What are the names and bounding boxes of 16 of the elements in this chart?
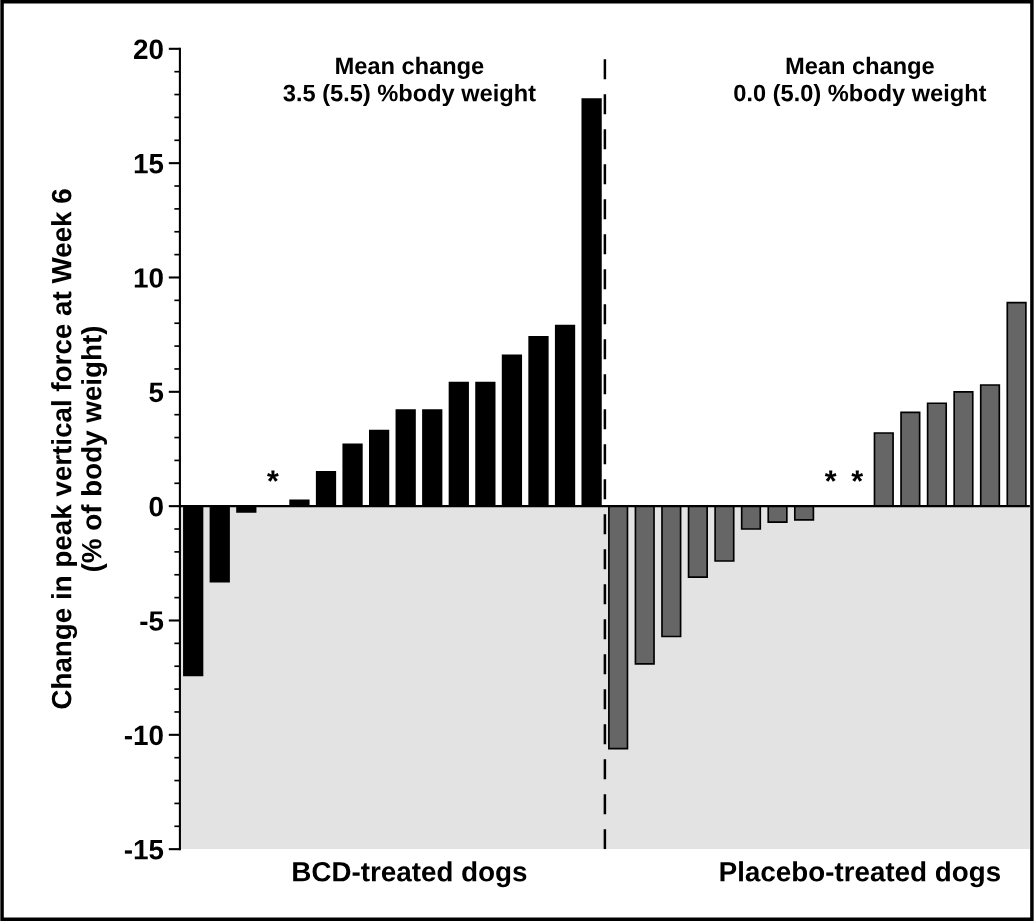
y-tick-label: 15 xyxy=(134,154,164,174)
data-label: * xyxy=(851,470,864,482)
y-tick-label: 20 xyxy=(134,39,163,60)
text: Placebo-treated dogs xyxy=(720,861,1000,888)
annotation: Mean change 0.0 (5.0) %body weight xyxy=(734,56,987,107)
y-tick-label: 5 xyxy=(149,382,164,403)
y-tick-label: -10 xyxy=(124,725,163,746)
data-label: * xyxy=(267,470,279,482)
y-tick-label: -15 xyxy=(124,840,164,860)
text: BCD-treated dogs xyxy=(293,861,527,888)
y-axis-title: Change in peak vertical force at Week 6 (% of body weight) xyxy=(51,189,108,709)
annotation: Mean change 3.5 (5.5) %body weight xyxy=(283,56,536,107)
y-tick-label: 0 xyxy=(149,496,163,517)
data-label: * xyxy=(824,470,837,482)
y-tick-label: -5 xyxy=(140,611,164,631)
y-tick-label: 10 xyxy=(134,268,163,288)
